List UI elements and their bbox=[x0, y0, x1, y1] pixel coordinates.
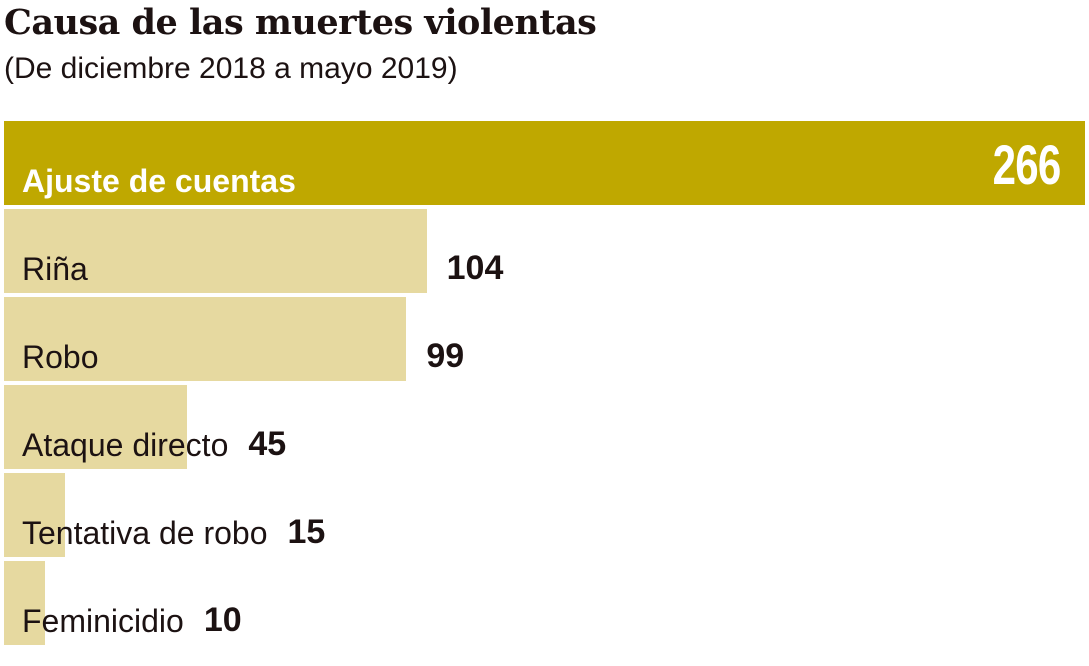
bar-1 bbox=[4, 209, 427, 293]
value-label: 104 bbox=[446, 249, 504, 287]
category-label: Ajuste de cuentas bbox=[22, 163, 296, 199]
category-label: Ataque directo bbox=[22, 427, 229, 463]
value-label: 99 bbox=[426, 337, 465, 375]
value-label: 266 bbox=[992, 133, 1061, 196]
category-label: Riña bbox=[22, 251, 88, 287]
bar-2 bbox=[4, 297, 407, 381]
bar-4 bbox=[4, 473, 65, 557]
value-label: 10 bbox=[203, 601, 242, 639]
category-label: Feminicidio bbox=[22, 603, 184, 639]
category-label: Tentativa de robo bbox=[22, 515, 268, 551]
value-label: 15 bbox=[287, 513, 326, 551]
chart-title: Causa de las muertes violentas bbox=[4, 2, 597, 43]
value-label: 45 bbox=[248, 425, 287, 463]
bar-0 bbox=[4, 121, 1085, 205]
bar-3 bbox=[4, 385, 187, 469]
bar-5 bbox=[4, 561, 45, 645]
category-label: Robo bbox=[22, 339, 99, 375]
chart-subtitle: (De diciembre 2018 a mayo 2019) bbox=[4, 52, 458, 85]
